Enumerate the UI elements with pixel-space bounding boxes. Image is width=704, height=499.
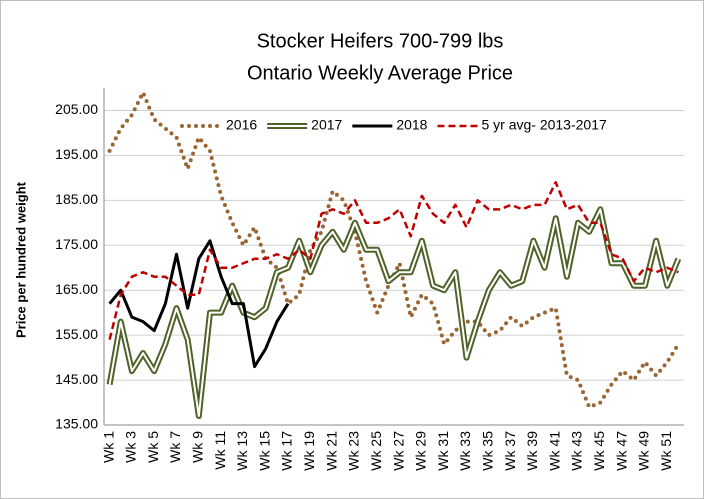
x-tick-label: Wk 3: [123, 431, 139, 463]
x-tick-label: Wk 39: [524, 431, 540, 471]
x-tick-label: Wk 11: [212, 431, 228, 470]
x-tick-label: Wk 33: [457, 431, 473, 471]
chart-title: Stocker Heifers 700-799 lbs: [257, 30, 504, 52]
legend-label: 2016: [226, 117, 257, 133]
y-tick-label: 185.00: [55, 191, 98, 207]
y-tick-label: 155.00: [55, 326, 98, 342]
series-line-inner: [108, 208, 680, 418]
x-tick-label: Wk 23: [346, 431, 362, 471]
x-tick-label: Wk 19: [301, 431, 317, 471]
y-axis-label: Price per hundred weight: [13, 181, 28, 338]
y-tick-label: 195.00: [55, 146, 98, 162]
legend-label: 5 yr avg- 2013-2017: [481, 117, 607, 133]
y-tick-label: 135.00: [55, 416, 98, 432]
x-tick-label: Wk 25: [368, 431, 384, 471]
x-tick-label: Wk 1: [100, 431, 116, 463]
x-tick-label: Wk 31: [435, 431, 451, 471]
x-tick-label: Wk 41: [546, 431, 562, 471]
x-tick-label: Wk 51: [658, 431, 674, 471]
x-tick-label: Wk 49: [636, 431, 652, 471]
y-tick-label: 205.00: [55, 101, 98, 117]
y-tick-label: 175.00: [55, 236, 98, 252]
x-tick-label: Wk 35: [480, 431, 496, 471]
x-tick-label: Wk 27: [390, 431, 406, 471]
x-tick-label: Wk 43: [569, 431, 585, 471]
x-tick-label: Wk 15: [256, 431, 272, 471]
chart-subtitle: Ontario Weekly Average Price: [247, 62, 513, 84]
series-line: [108, 181, 679, 340]
x-tick-label: Wk 29: [413, 431, 429, 471]
y-tick-label: 165.00: [55, 281, 98, 297]
x-tick-label: Wk 37: [502, 431, 518, 471]
series-line: [108, 239, 290, 369]
x-tick-label: Wk 7: [167, 431, 183, 463]
x-tick-label: Wk 5: [145, 431, 161, 463]
x-tick-label: Wk 47: [613, 431, 629, 471]
x-tick-label: Wk 13: [234, 431, 250, 471]
legend-label: 2017: [311, 117, 342, 133]
x-tick-label: Wk 17: [279, 431, 295, 471]
legend-label: 2018: [396, 117, 427, 133]
x-tick-label: Wk 9: [190, 431, 206, 463]
y-tick-label: 145.00: [55, 371, 98, 387]
x-tick-label: Wk 45: [591, 431, 607, 471]
x-tick-label: Wk 21: [323, 431, 339, 471]
